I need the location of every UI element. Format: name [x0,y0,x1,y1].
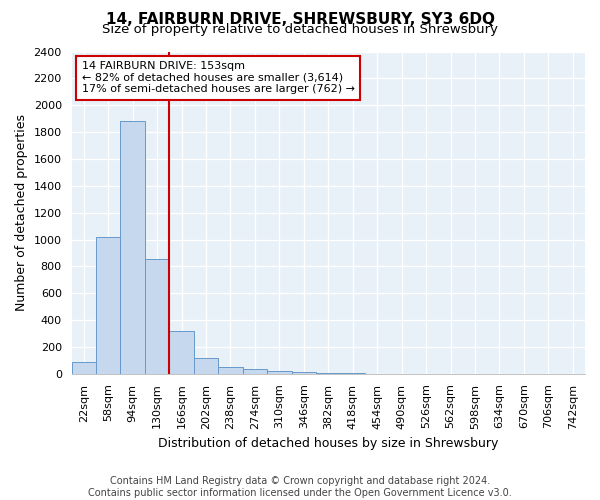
Bar [121,122,145,374]
X-axis label: Distribution of detached houses by size in Shrewsbury: Distribution of detached houses by size … [158,437,499,450]
Text: Size of property relative to detached houses in Shrewsbury: Size of property relative to detached ho… [102,22,498,36]
Bar [145,259,169,374]
Bar [218,367,242,374]
Text: Contains HM Land Registry data © Crown copyright and database right 2024.
Contai: Contains HM Land Registry data © Crown c… [88,476,512,498]
Bar [194,358,218,374]
Y-axis label: Number of detached properties: Number of detached properties [15,114,28,311]
Text: 14, FAIRBURN DRIVE, SHREWSBURY, SY3 6DQ: 14, FAIRBURN DRIVE, SHREWSBURY, SY3 6DQ [106,12,494,28]
Bar [169,331,194,374]
Bar [242,369,267,374]
Bar [71,362,96,374]
Bar [96,237,121,374]
Bar [267,371,292,374]
Text: 14 FAIRBURN DRIVE: 153sqm
← 82% of detached houses are smaller (3,614)
17% of se: 14 FAIRBURN DRIVE: 153sqm ← 82% of detac… [82,61,355,94]
Bar [316,372,340,374]
Bar [292,372,316,374]
